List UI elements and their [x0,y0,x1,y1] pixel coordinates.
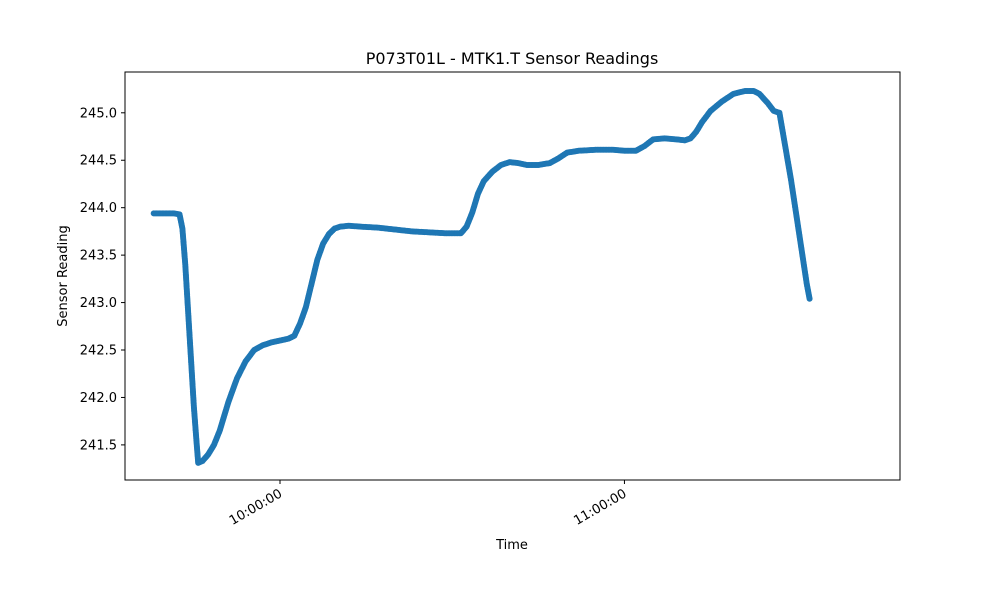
y-tick-label: 243.5 [80,249,117,264]
y-axis-title: Sensor Reading [56,225,71,326]
y-tick-label: 242.0 [80,391,117,406]
data-point [806,295,813,302]
plot-frame [124,71,901,481]
plot-points [150,87,813,466]
x-axis-title: Time [495,538,528,553]
y-tick-label: 245.0 [80,106,117,121]
y-tick-label: 241.5 [80,438,117,453]
y-axis: 241.5 242.0 242.5 243.0 243.5 244.0 244.5 245.0 [80,106,125,453]
chart-title: P073T01L - MTK1.T Sensor Readings [366,49,659,68]
y-tick-label: 242.5 [80,344,117,359]
y-tick-label: 244.0 [80,201,117,216]
y-tick-label: 243.0 [80,296,117,311]
y-tick-label: 244.5 [80,154,117,169]
